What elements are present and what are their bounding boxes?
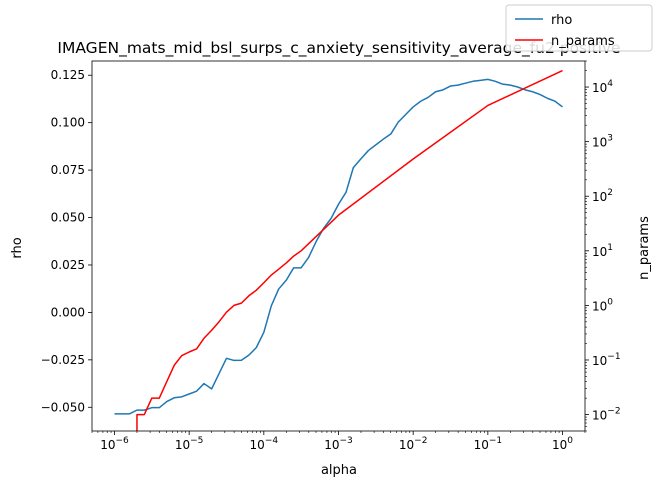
x-tick-label: 100 — [552, 436, 573, 452]
y-left-tick-label: 0.075 — [51, 163, 85, 177]
y-right-tick-label: 101 — [592, 243, 613, 259]
legend: rho n_params — [505, 4, 653, 52]
x-tick-label: 10−3 — [324, 436, 353, 452]
plot-area: 10−6 10−5 10−4 10−3 10−2 10−1 100 −0.050 −0.025 0… — [41, 60, 621, 452]
y-left-tick-label: −0.050 — [41, 400, 85, 414]
y-left-tick-label: 0.100 — [51, 116, 85, 130]
y-right-tick-label: 102 — [592, 188, 613, 204]
y-axis-left-label: rho — [10, 237, 25, 258]
series-line-rho — [114, 78, 563, 415]
chart-title: IMAGEN_mats_mid_bsl_surps_c_anxiety_sens… — [57, 39, 620, 58]
y-right-tick-label: 10−2 — [592, 407, 621, 423]
series-line-n-params — [136, 69, 563, 431]
y-right-tick-label: 103 — [592, 134, 613, 150]
legend-n-params-label: n_params — [551, 34, 615, 49]
y-right-tick-label: 104 — [592, 79, 613, 95]
x-tick-label: 10−4 — [250, 436, 279, 452]
x-axis-label: alpha — [321, 463, 357, 478]
y-right-tick-label: 100 — [592, 297, 613, 313]
x-tick-label: 10−2 — [399, 436, 428, 452]
legend-rho-label: rho — [551, 13, 572, 28]
y-left-tick-label: 0.025 — [51, 258, 85, 272]
y-left-tick-label: 0.050 — [51, 211, 85, 225]
y-right-tick-label: 10−1 — [592, 352, 621, 368]
x-tick-label: 10−5 — [175, 436, 204, 452]
y-axis-right-label: n_params — [637, 216, 652, 280]
x-tick-label: 10−1 — [474, 436, 503, 452]
y-left-tick-label: 0.000 — [51, 305, 85, 319]
x-tick-label: 10−6 — [100, 436, 129, 452]
y-left-tick-label: 0.125 — [51, 68, 85, 82]
y-left-tick-label: −0.025 — [41, 353, 85, 367]
